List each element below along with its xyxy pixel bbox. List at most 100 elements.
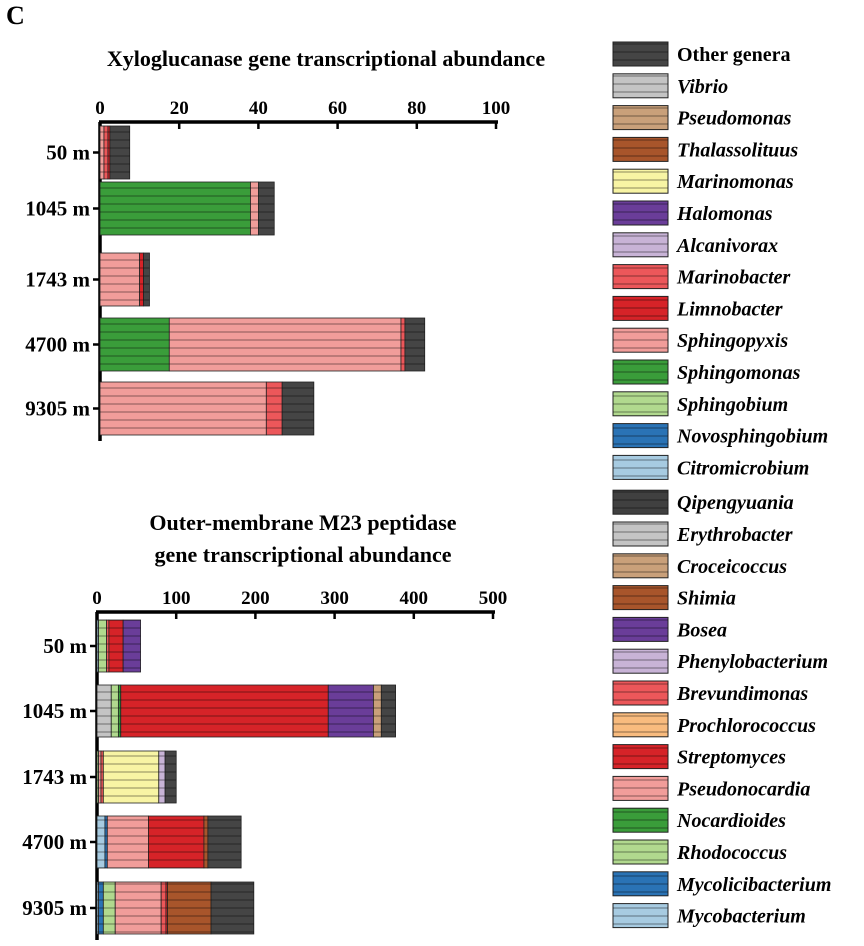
category-label: 1045 m (25, 197, 90, 221)
chart-title-line: Outer-membrane M23 peptidase (149, 510, 456, 535)
x-tick-label: 40 (249, 98, 268, 119)
bar-segment-hatch (107, 816, 149, 868)
legend-label-mycobacterium: Mycobacterium (676, 906, 806, 928)
category-label: 9305 m (22, 896, 87, 920)
bar-segment-hatch (118, 685, 121, 737)
legend-swatch-hatch (613, 808, 668, 833)
bar-segment-hatch (98, 751, 101, 803)
legend-swatch-hatch (613, 264, 668, 289)
legend-label-marinomonas: Marinomonas (676, 171, 794, 193)
bar-segment-hatch (258, 182, 275, 235)
bar-segment-hatch (107, 126, 110, 179)
bar-segment-hatch (97, 620, 99, 672)
bar-segment-hatch (282, 382, 314, 435)
category-label: 4700 m (25, 333, 90, 357)
bar-segment-hatch (98, 882, 104, 934)
legend-swatch-hatch (613, 617, 668, 642)
bar-segment-hatch (381, 685, 396, 737)
xyloglucanase-chart: Xyloglucanase gene transcriptional abund… (25, 46, 545, 441)
x-tick-label: 100 (482, 98, 511, 119)
legend-label-croceicoccus: Croceicoccus (677, 556, 787, 578)
bar-segment-hatch (103, 882, 116, 934)
legend-label-novosphingobium: Novosphingobium (676, 426, 828, 448)
legend-swatch-hatch (613, 744, 668, 769)
x-tick-label: 100 (162, 588, 191, 609)
legend-label-erythrobacter: Erythrobacter (676, 524, 793, 546)
legend-swatch-hatch (613, 201, 668, 225)
bar-segment-hatch (103, 751, 159, 803)
bar-segment-hatch (111, 685, 119, 737)
legend-label-pseudonocardia: Pseudonocardia (676, 778, 810, 800)
legend-label-shimia: Shimia (677, 588, 736, 610)
category-label: 50 m (46, 141, 90, 165)
legend-label-halomonas: Halomonas (676, 203, 773, 225)
bar-segment-hatch (97, 685, 112, 737)
bar-segment-hatch (100, 182, 251, 235)
bar-segment-hatch (203, 816, 208, 868)
bar-segment-hatch (108, 620, 124, 672)
category-label: 1743 m (22, 765, 87, 789)
bar-segment-hatch (100, 382, 267, 435)
bar-segment-hatch (400, 318, 405, 371)
bar-segment-hatch (207, 816, 242, 868)
bar-segment-hatch (120, 685, 329, 737)
legend: Other genera Vibrio Pseudomonas Thalassolit… (612, 41, 831, 929)
category-label: 4700 m (22, 830, 87, 854)
legend-swatch-hatch (613, 391, 668, 416)
legend-swatch-hatch (613, 105, 668, 130)
legend-swatch-hatch (613, 423, 668, 448)
bar-segment-hatch (328, 685, 374, 737)
legend-swatch-hatch (613, 585, 668, 610)
bar-segment-hatch (97, 816, 105, 868)
legend-swatch-hatch (613, 360, 668, 384)
legend-swatch-hatch (613, 871, 668, 896)
legend-label-mycolicibacterium: Mycolicibacterium (676, 874, 831, 896)
legend-swatch-hatch (613, 840, 668, 864)
legend-label-other-genera: Other genera (677, 44, 791, 66)
category-label: 50 m (43, 634, 87, 658)
legend-swatch-hatch (613, 712, 668, 737)
x-tick-label: 80 (407, 98, 426, 119)
panel-label: C (6, 1, 25, 30)
bar-segment-hatch (97, 751, 99, 803)
legend-swatch-hatch (613, 169, 668, 194)
bar-segment-hatch (165, 882, 168, 934)
legend-label-pseudomonas: Pseudomonas (676, 108, 792, 130)
legend-label-brevundimonas: Brevundimonas (676, 683, 808, 705)
legend-label-nocardioides: Nocardioides (676, 810, 786, 832)
bar-segment-hatch (158, 751, 166, 803)
bar-segment-hatch (104, 816, 108, 868)
chart-title-line: Xyloglucanase gene transcriptional abund… (107, 46, 545, 71)
bar-segment-hatch (250, 182, 259, 235)
legend-swatch-hatch (613, 137, 668, 162)
legend-label-prochlorococcus: Prochlorococcus (676, 715, 816, 737)
legend-swatch-hatch (613, 232, 668, 257)
legend-swatch-hatch (613, 73, 668, 98)
legend-label-sphingomonas: Sphingomonas (677, 362, 801, 384)
legend-swatch-hatch (613, 522, 668, 546)
x-tick-label: 20 (170, 98, 189, 119)
bar-segment-hatch (103, 126, 108, 179)
x-tick-label: 500 (479, 588, 508, 609)
legend-label-qipengyuania: Qipengyuania (677, 492, 794, 514)
x-tick-label: 300 (320, 588, 349, 609)
bar-segment-hatch (100, 126, 104, 179)
bar-segment-hatch (211, 882, 254, 934)
bar-segment-hatch (143, 253, 150, 306)
chart-title-line: gene transcriptional abundance (154, 542, 451, 567)
x-tick-label: 400 (400, 588, 429, 609)
legend-label-marinobacter: Marinobacter (676, 267, 791, 289)
bar-segment-hatch (165, 751, 177, 803)
bar-segment-hatch (97, 882, 99, 934)
bar-segment-hatch (404, 318, 425, 371)
bar-segment-hatch (148, 816, 204, 868)
legend-label-rhodococcus: Rhodococcus (676, 842, 787, 864)
bar-segment-hatch (266, 382, 283, 435)
legend-swatch-hatch (613, 776, 668, 801)
legend-swatch-hatch (613, 328, 668, 353)
bar-segment-hatch (139, 253, 144, 306)
x-tick-label: 0 (95, 98, 105, 119)
legend-swatch-hatch (613, 649, 668, 674)
legend-swatch-hatch (613, 42, 668, 66)
